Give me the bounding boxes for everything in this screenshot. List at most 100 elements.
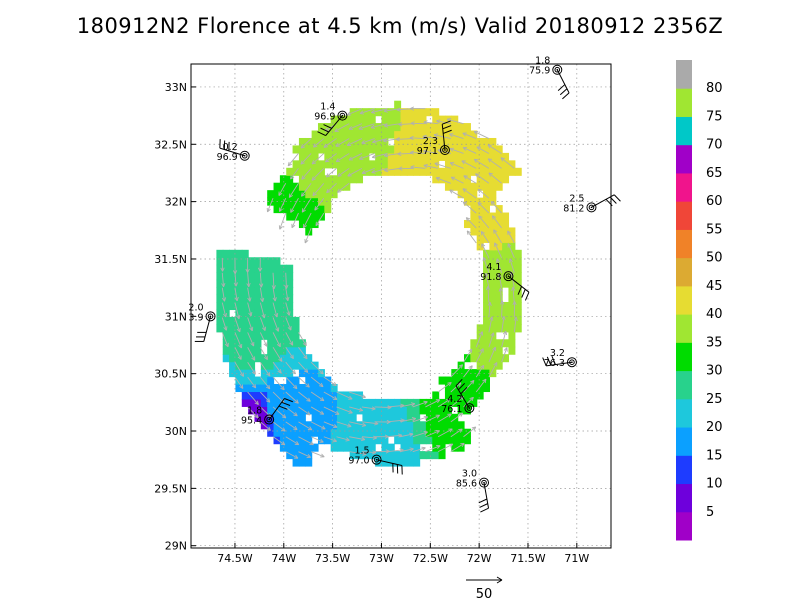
wind-speed-cell — [502, 354, 510, 363]
wind-vector-head — [484, 272, 489, 278]
wind-speed-cell — [470, 167, 478, 176]
wind-vector-head — [261, 313, 266, 319]
station-value-top: 3.0 — [462, 469, 477, 480]
wind-speed-cell — [248, 257, 256, 266]
wind-speed-cell — [248, 264, 256, 273]
wind-speed-cell — [254, 346, 262, 355]
wind-speed-cell — [356, 152, 364, 161]
wind-speed-cell — [483, 167, 490, 176]
wind-vector-head — [294, 399, 299, 404]
wind-speed-cell — [241, 391, 249, 400]
wind-speed-cell — [483, 190, 490, 199]
wind-vector — [323, 406, 340, 415]
wind-speed-cell — [368, 145, 376, 154]
wind-vector — [221, 317, 227, 331]
wind-speed-cell — [273, 279, 281, 288]
wind-speed-cell — [337, 123, 344, 132]
wind-speed-cell — [298, 436, 306, 445]
wind-vector — [449, 189, 464, 199]
station-marker: 1.875.9 — [529, 56, 570, 100]
wind-speed-cell — [368, 115, 376, 124]
wind-speed-cell — [305, 190, 313, 199]
wind-speed-cell — [235, 264, 243, 273]
wind-speed-cell — [438, 406, 446, 415]
wind-speed-cell — [470, 227, 478, 236]
wind-speed-cell — [451, 443, 459, 452]
wind-vector — [323, 138, 337, 148]
wind-vector-head — [247, 297, 252, 302]
wind-speed-cell — [413, 167, 421, 176]
wind-vector-head — [280, 385, 285, 391]
wind-vector — [485, 273, 490, 288]
wind-vector — [463, 396, 474, 408]
wind-speed-cell — [425, 421, 433, 430]
wind-vector — [298, 391, 311, 402]
colorbar-segment — [676, 427, 692, 456]
wind-speed-cell — [362, 160, 370, 169]
wind-speed-cell — [387, 108, 395, 117]
wind-speed-cell — [248, 316, 256, 325]
wind-vector — [372, 153, 388, 158]
wind-speed-cell — [311, 212, 319, 221]
wind-speed-cell — [241, 383, 249, 393]
wind-speed-cell — [476, 182, 484, 191]
wind-speed-cell — [375, 145, 383, 154]
wind-speed-cell — [273, 383, 281, 393]
wind-speed-cell — [464, 391, 471, 400]
wind-speed-cell — [279, 272, 287, 281]
wind-barb-flag — [517, 286, 523, 295]
wind-speed-cell — [387, 160, 395, 169]
wind-speed-cell — [514, 249, 522, 258]
wind-vector-head — [398, 122, 403, 127]
wind-speed-cell — [470, 197, 478, 206]
wind-speed-cell — [444, 421, 452, 430]
wind-speed-cell — [476, 137, 484, 147]
wind-speed-cell — [317, 376, 325, 385]
station-ring — [239, 150, 250, 161]
wind-speed-cell — [216, 316, 224, 325]
wind-vector-head — [254, 400, 259, 406]
wind-speed-cell — [286, 331, 294, 340]
wind-speed-cell — [343, 130, 351, 139]
wind-speed-cell — [502, 324, 510, 333]
wind-speed-cell — [356, 436, 364, 445]
wind-speed-cell — [400, 398, 408, 407]
wind-speed-cell — [375, 436, 383, 445]
wind-speed-cell — [248, 301, 256, 311]
wind-speed-cell — [457, 182, 465, 191]
wind-speed-cell — [489, 301, 497, 311]
wind-vector — [370, 123, 388, 129]
wind-vector — [372, 138, 388, 143]
wind-vector-head — [306, 397, 311, 402]
wind-speed-cell — [483, 145, 490, 154]
wind-speed-cell — [330, 182, 338, 191]
wind-vector-head — [447, 381, 452, 387]
station-ring — [464, 403, 475, 414]
wind-speed-cell — [362, 398, 370, 407]
wind-speed-cell — [279, 264, 287, 273]
wind-vector-head — [311, 160, 317, 165]
wind-speed-cell — [368, 421, 376, 430]
wind-speed-cell — [337, 398, 344, 407]
wind-speed-cell — [305, 212, 313, 221]
wind-vector-head — [359, 110, 364, 115]
wind-vector-head — [278, 225, 283, 230]
wind-speed-cell — [305, 458, 313, 467]
wind-speed-cell — [400, 428, 408, 437]
wind-speed-cell — [248, 339, 256, 348]
wind-speed-cell — [457, 130, 465, 139]
wind-speed-cell — [273, 272, 281, 281]
wind-vector-head — [263, 355, 268, 360]
wind-speed-cell — [476, 175, 484, 184]
wind-vector-head — [321, 425, 326, 430]
wind-speed-cell — [406, 421, 414, 430]
wind-speed-cell — [311, 413, 319, 422]
wind-speed-cell — [451, 145, 459, 154]
wind-speed-cell — [349, 421, 357, 430]
wind-speed-cell — [495, 175, 503, 184]
wind-vector-head — [236, 314, 241, 320]
wind-speed-cell — [311, 137, 319, 147]
wind-speed-cell — [279, 406, 287, 415]
wind-speed-cell — [432, 406, 440, 415]
wind-speed-cell — [502, 234, 510, 243]
